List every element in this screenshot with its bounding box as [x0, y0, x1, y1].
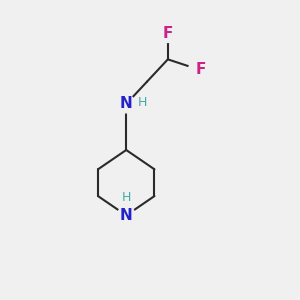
Text: H: H — [122, 191, 131, 204]
Circle shape — [117, 95, 135, 113]
Text: N: N — [120, 208, 133, 223]
Text: F: F — [195, 62, 206, 77]
Circle shape — [117, 206, 135, 224]
Circle shape — [159, 25, 177, 42]
Text: H: H — [138, 96, 147, 109]
Text: N: N — [120, 96, 133, 111]
Circle shape — [189, 60, 206, 78]
Text: F: F — [163, 26, 173, 41]
